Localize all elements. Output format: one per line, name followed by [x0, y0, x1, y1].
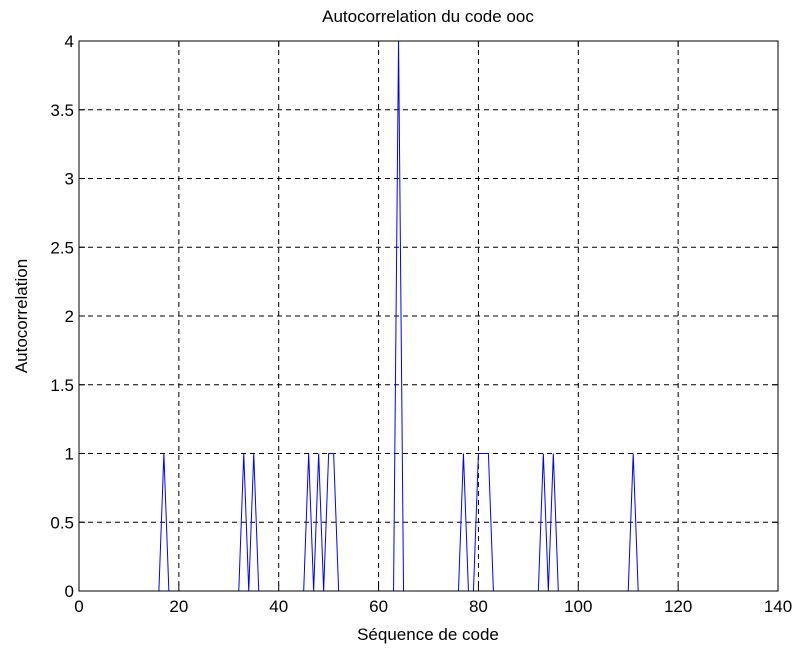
y-axis-label: Autocorrelation: [12, 259, 31, 373]
x-tick-label: 140: [764, 597, 792, 616]
chart-title: Autocorrelation du code ooc: [322, 7, 534, 26]
plot-area: [79, 41, 778, 591]
y-tick-label: 0.5: [50, 513, 74, 532]
x-axis-label: Séquence de code: [357, 625, 499, 644]
y-tick-label: 3: [65, 170, 74, 189]
x-tick-label: 100: [564, 597, 592, 616]
y-tick-labels: 0 0.5 1 1.5 2 2.5 3 3.5 4: [50, 32, 74, 601]
x-tick-label: 40: [269, 597, 288, 616]
y-tick-label: 0: [65, 582, 74, 601]
x-tick-label: 120: [664, 597, 692, 616]
grid: [79, 41, 778, 591]
y-tick-label: 2: [65, 307, 74, 326]
y-tick-label: 1: [65, 445, 74, 464]
y-tick-label: 3.5: [50, 101, 74, 120]
ticks: [78, 40, 779, 592]
y-tick-label: 4: [65, 32, 74, 51]
y-tick-label: 1.5: [50, 376, 74, 395]
x-tick-label: 0: [74, 597, 83, 616]
y-tick-label: 2.5: [50, 238, 74, 257]
x-tick-label: 80: [469, 597, 488, 616]
x-tick-label: 60: [369, 597, 388, 616]
x-tick-label: 20: [169, 597, 188, 616]
x-tick-labels: 0 20 40 60 80 100 120 140: [74, 597, 792, 616]
